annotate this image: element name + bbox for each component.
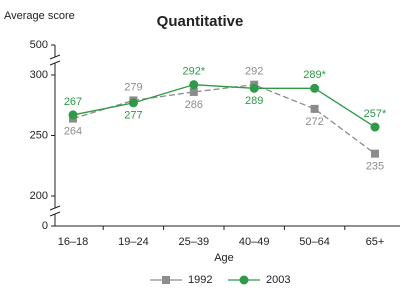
axis-break-mark bbox=[49, 205, 61, 211]
x-tick-label: 65+ bbox=[366, 236, 385, 248]
x-axis-label: Age bbox=[214, 252, 234, 264]
y-tick-label: 250 bbox=[30, 129, 48, 141]
x-tick-label: 25–39 bbox=[179, 236, 210, 248]
legend-label: 1992 bbox=[188, 274, 212, 286]
data-point bbox=[249, 83, 259, 93]
data-point bbox=[310, 104, 319, 113]
data-point bbox=[371, 149, 379, 158]
data-label: 279 bbox=[124, 81, 142, 93]
data-point bbox=[310, 83, 320, 93]
series-line bbox=[72, 84, 376, 128]
axis-break-mark bbox=[49, 60, 61, 66]
data-label: 289* bbox=[303, 69, 326, 81]
data-label: 277 bbox=[124, 110, 142, 122]
data-label: 235 bbox=[366, 161, 384, 173]
data-point bbox=[128, 98, 138, 108]
axis-break-gap bbox=[49, 57, 61, 63]
y-tick-label: 200 bbox=[30, 190, 48, 202]
axis-break-mark bbox=[49, 54, 61, 60]
data-label: 292 bbox=[245, 66, 263, 78]
data-label: 286 bbox=[185, 99, 203, 111]
chart-title: Quantitative bbox=[157, 13, 244, 30]
data-point bbox=[189, 80, 199, 90]
data-label: 272 bbox=[305, 116, 323, 128]
data-label: 292* bbox=[182, 66, 205, 78]
data-label: 257* bbox=[364, 108, 387, 120]
data-point bbox=[189, 87, 198, 96]
y-axis-label: Average score bbox=[4, 10, 75, 22]
series-line bbox=[72, 84, 376, 155]
legend-marker bbox=[162, 276, 170, 284]
axis-break-gap bbox=[49, 208, 61, 214]
axis-break-mark bbox=[49, 211, 61, 217]
data-point bbox=[370, 122, 380, 132]
x-tick-label: 40–49 bbox=[239, 236, 270, 248]
x-tick-label: 16–18 bbox=[58, 236, 89, 248]
legend-label: 2003 bbox=[266, 274, 290, 286]
data-label: 267 bbox=[64, 96, 82, 108]
y-tick-label: 500 bbox=[30, 39, 48, 51]
x-tick-label: 19–24 bbox=[118, 236, 149, 248]
data-point bbox=[68, 110, 78, 120]
data-label: 289 bbox=[245, 95, 263, 107]
x-tick-label: 50–64 bbox=[299, 236, 330, 248]
y-tick-label: 0 bbox=[42, 220, 48, 232]
y-tick-label: 300 bbox=[30, 69, 48, 81]
data-label: 264 bbox=[64, 125, 82, 137]
legend-marker bbox=[239, 275, 249, 285]
